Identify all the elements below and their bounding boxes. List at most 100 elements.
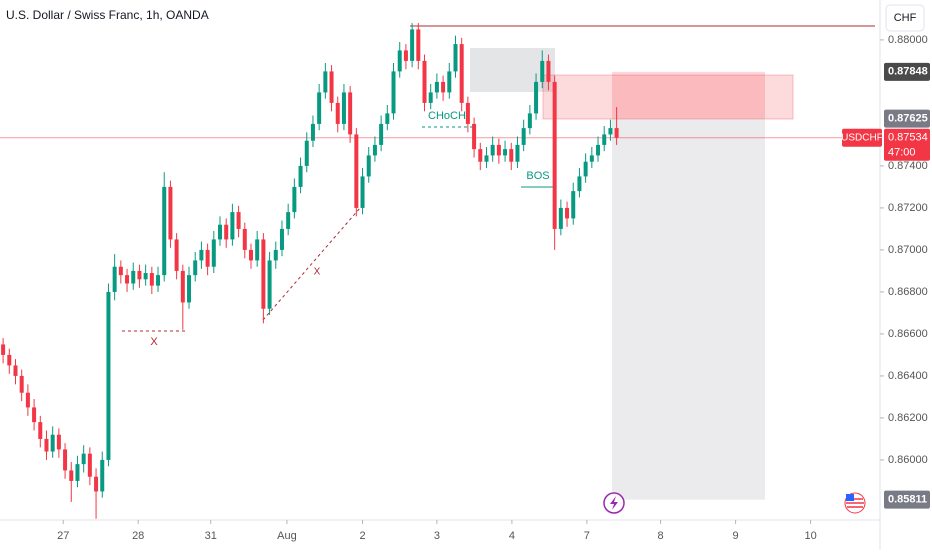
- x-tick-label: 31: [205, 530, 217, 542]
- candle-body: [596, 144, 601, 156]
- candle-body: [81, 453, 86, 465]
- candle-body: [360, 176, 365, 208]
- candle-body: [558, 207, 563, 229]
- candle-body: [397, 50, 402, 72]
- candle-body: [589, 155, 594, 162]
- x-tick-label: 7: [584, 530, 590, 542]
- candle-body: [180, 270, 185, 303]
- drawings-back: X X CHoCH BOS: [0, 25, 880, 500]
- candle-body: [218, 224, 222, 240]
- y-tick-label: 0.86200: [888, 412, 928, 424]
- target-zone: [612, 118, 765, 500]
- x-tick-label: 2: [359, 530, 365, 542]
- stop-badge-label: 0.87848: [888, 66, 928, 78]
- candle-body: [577, 176, 582, 192]
- candle-body: [137, 270, 142, 280]
- x-tick-label: 27: [57, 530, 69, 542]
- candle-body: [527, 113, 532, 129]
- candle-body: [329, 71, 334, 103]
- x-tick-label: 4: [509, 530, 515, 542]
- candle-body: [230, 212, 235, 240]
- candle-body: [410, 29, 415, 61]
- currency-label[interactable]: CHF: [894, 12, 917, 24]
- candle-body: [168, 186, 173, 240]
- stop-zone: [612, 71, 765, 119]
- candle-body: [465, 102, 470, 124]
- candle-body: [447, 71, 452, 93]
- candle-body: [534, 81, 539, 114]
- y-tick-label: 0.86400: [888, 370, 928, 382]
- candle-body: [546, 60, 551, 82]
- candle-body: [273, 249, 278, 261]
- candle-body: [317, 92, 322, 124]
- event-icon-bolt: [610, 496, 618, 510]
- x-tick-label: 28: [132, 530, 144, 542]
- candle-body: [32, 407, 37, 423]
- candle-body: [428, 92, 433, 103]
- flag-canton: [846, 494, 854, 501]
- x-tick-label: 3: [434, 530, 440, 542]
- last-badge-label: 0.87534: [888, 132, 928, 144]
- candle-body: [540, 60, 545, 82]
- candle-body: [298, 165, 303, 187]
- y-tick-label: 0.86000: [888, 454, 928, 466]
- candle-body: [118, 266, 123, 276]
- candle-body: [509, 149, 514, 162]
- candle-body: [149, 273, 154, 286]
- y-tick-label: 0.87400: [888, 160, 928, 172]
- candle-body: [372, 144, 377, 156]
- candle-body: [236, 212, 241, 229]
- candle-body: [87, 453, 92, 477]
- y-tick-label: 0.86600: [888, 328, 928, 340]
- candle-body: [205, 249, 210, 267]
- candle-body: [199, 249, 204, 261]
- candle-body: [94, 476, 99, 492]
- target-badge: [884, 490, 930, 509]
- candle-body: [323, 71, 328, 93]
- candle-body: [69, 470, 74, 481]
- entry-badge-label: 0.87625: [888, 113, 928, 125]
- candle-body: [261, 239, 266, 309]
- candle-body: [385, 113, 390, 124]
- y-tick-label: 0.88000: [888, 34, 928, 46]
- candle-body: [19, 375, 24, 393]
- candle-body: [292, 186, 297, 213]
- candle-body: [50, 434, 55, 452]
- candle-body: [7, 354, 12, 366]
- symbol-label: USDCHF: [841, 132, 883, 143]
- candle-body: [354, 134, 359, 208]
- candle-body: [143, 273, 148, 280]
- candle-body: [193, 260, 198, 276]
- candle-body: [484, 155, 489, 162]
- chart-title: U.S. Dollar / Swiss Franc, 1h, OANDA: [6, 8, 209, 22]
- candle-body: [608, 128, 613, 135]
- dashed-line: [262, 207, 361, 321]
- candle-body: [496, 144, 501, 156]
- candle-body: [441, 81, 446, 93]
- candle-body: [279, 228, 284, 250]
- x-tick-label: 9: [733, 530, 739, 542]
- target-badge-label: 0.85811: [888, 494, 927, 506]
- symbol-badge: [842, 128, 882, 147]
- candle-body: [106, 291, 111, 460]
- candle-body: [478, 149, 483, 162]
- stop-badge: [884, 62, 930, 81]
- candle-body: [1, 344, 6, 355]
- countdown-label: 47:00: [888, 147, 916, 159]
- candle-body: [304, 140, 309, 166]
- candle-body: [552, 81, 557, 229]
- candle-body: [112, 266, 117, 292]
- candle-body: [242, 228, 247, 250]
- candle-body: [490, 144, 495, 156]
- candle-body: [100, 459, 105, 492]
- currency-button[interactable]: [885, 4, 925, 32]
- candle-body: [403, 50, 408, 61]
- candle-body: [335, 102, 340, 124]
- candle-body: [255, 239, 260, 261]
- entry-badge: [884, 109, 930, 128]
- candle-body: [472, 123, 477, 150]
- candle-body: [211, 239, 216, 267]
- candle-body: [162, 186, 167, 276]
- candle-body: [379, 123, 384, 145]
